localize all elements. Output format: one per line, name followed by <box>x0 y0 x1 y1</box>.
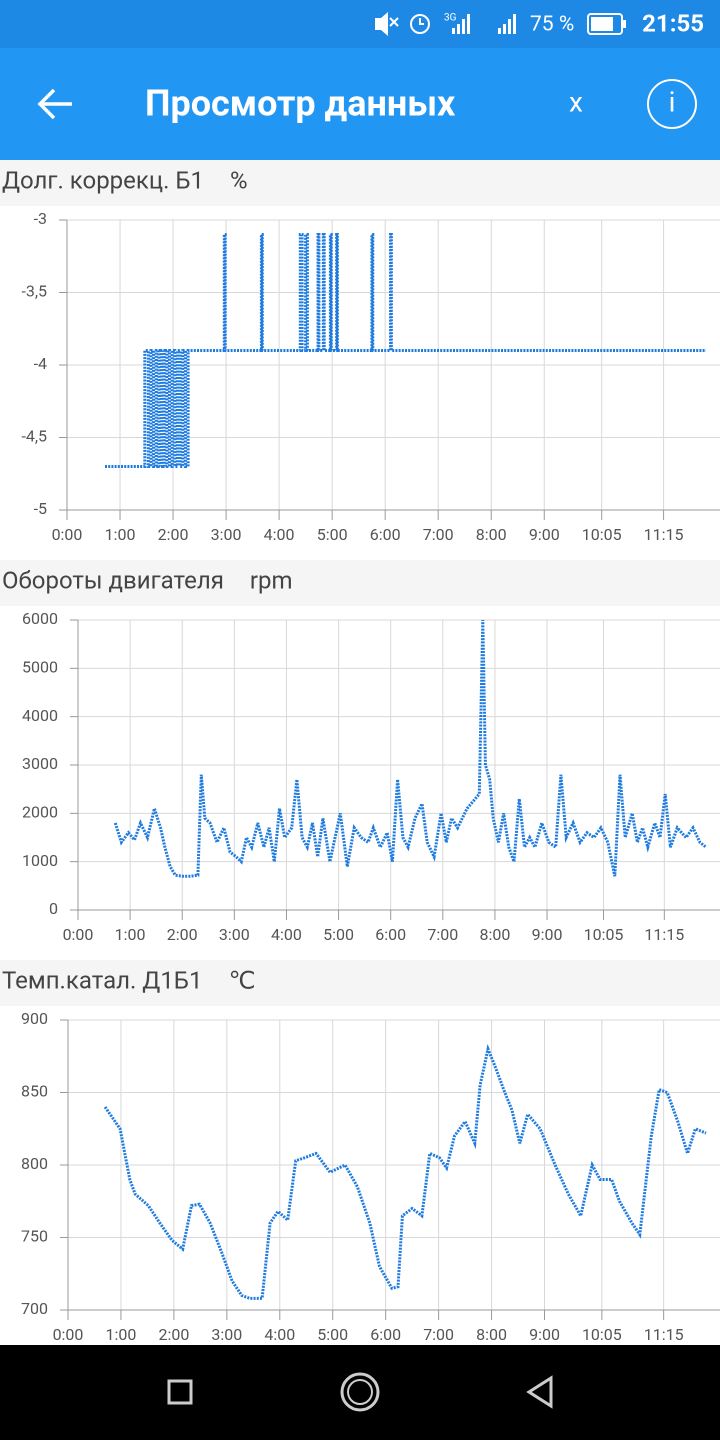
x-tick-label: 2:00 <box>158 1325 189 1344</box>
x-tick-label: 1:00 <box>115 925 146 944</box>
y-tick-label: 2000 <box>22 803 58 822</box>
recents-button[interactable] <box>167 1379 193 1405</box>
chart-unit: ℃ <box>228 966 255 994</box>
app-bar <box>0 48 720 160</box>
y-tick-label: 6000 <box>22 609 58 628</box>
data-line <box>113 619 707 878</box>
x-tick-label: 10:05 <box>582 525 622 544</box>
status-icons <box>375 12 626 36</box>
x-tick-label: 11:15 <box>644 925 684 944</box>
x-tick-label: 5:00 <box>317 525 348 544</box>
back-button[interactable] <box>37 88 72 120</box>
x-tick-label: 7:00 <box>423 525 454 544</box>
chart-unit: rpm <box>250 566 293 594</box>
x-tick-label: 6:00 <box>370 525 401 544</box>
close-button[interactable]: x <box>569 85 583 118</box>
x-tick-label: 3:00 <box>219 925 250 944</box>
x-tick-label: 6:00 <box>370 1325 401 1344</box>
x-tick-label: 9:00 <box>529 1325 560 1344</box>
x-tick-label: 1:00 <box>106 1325 137 1344</box>
x-tick-label: 7:00 <box>423 1325 454 1344</box>
section-header <box>0 560 720 606</box>
x-tick-label: 7:00 <box>427 925 458 944</box>
x-tick-label: 0:00 <box>53 1325 84 1344</box>
y-tick-label: 1000 <box>22 851 58 870</box>
section-header <box>0 960 720 1006</box>
x-tick-label: 4:00 <box>264 525 295 544</box>
info-button[interactable] <box>647 79 697 129</box>
x-tick-label: 10:05 <box>582 1325 622 1344</box>
battery-level: 75 % <box>530 13 574 37</box>
nav-back-button[interactable] <box>526 1375 553 1409</box>
x-tick-label: 9:00 <box>529 525 560 544</box>
y-tick-label: 700 <box>21 1299 48 1318</box>
x-tick-label: 2:00 <box>158 525 189 544</box>
chart-title: Обороты двигателя <box>2 566 224 594</box>
x-tick-label: 6:00 <box>375 925 406 944</box>
y-tick-label: 850 <box>21 1082 48 1101</box>
chart-title: Темп.катал. Д1Б1 <box>2 966 202 994</box>
x-tick-label: 5:00 <box>323 925 354 944</box>
nav-bar <box>0 1345 720 1440</box>
y-tick-label: 4000 <box>22 706 58 725</box>
x-tick-label: 2:00 <box>167 925 198 944</box>
app-title: Просмотр данных <box>145 83 456 125</box>
clock: 21:55 <box>642 9 704 37</box>
y-tick-label: 0 <box>49 899 58 918</box>
y-tick-label: -3 <box>34 209 47 228</box>
x-tick-label: 4:00 <box>271 925 302 944</box>
x-tick-label: 11:15 <box>644 1325 684 1344</box>
y-tick-label: 900 <box>21 1009 48 1028</box>
section-header <box>0 160 720 206</box>
x-tick-label: 9:00 <box>532 925 563 944</box>
home-inner <box>347 1379 373 1405</box>
x-tick-label: 1:00 <box>105 525 136 544</box>
y-tick-label: 5000 <box>22 658 58 677</box>
x-tick-label: 8:00 <box>479 925 510 944</box>
y-tick-label: 3000 <box>22 754 58 773</box>
x-tick-label: 0:00 <box>52 525 83 544</box>
x-tick-label: 8:00 <box>476 525 507 544</box>
x-tick-label: 5:00 <box>317 1325 348 1344</box>
data-line <box>103 1043 707 1300</box>
y-tick-label: -3,5 <box>21 282 47 301</box>
y-tick-label: -4 <box>34 354 47 373</box>
x-tick-label: 10:05 <box>584 925 624 944</box>
x-tick-label: 3:00 <box>211 525 242 544</box>
home-button[interactable] <box>340 1372 380 1412</box>
x-tick-label: 0:00 <box>63 925 94 944</box>
y-tick-label: -5 <box>34 499 47 518</box>
chart-unit: % <box>230 166 248 194</box>
info-label: i <box>669 85 676 118</box>
network-type: 3G <box>444 13 457 24</box>
y-tick-label: 800 <box>21 1154 48 1173</box>
x-tick-label: 3:00 <box>211 1325 242 1344</box>
data-line <box>105 233 706 468</box>
x-tick-label: 11:15 <box>644 525 684 544</box>
chart-title: Долг. коррекц. Б1 <box>2 166 204 194</box>
y-tick-label: 750 <box>21 1227 48 1246</box>
x-tick-label: 8:00 <box>476 1325 507 1344</box>
y-tick-label: -4,5 <box>21 427 47 446</box>
x-tick-label: 4:00 <box>264 1325 295 1344</box>
